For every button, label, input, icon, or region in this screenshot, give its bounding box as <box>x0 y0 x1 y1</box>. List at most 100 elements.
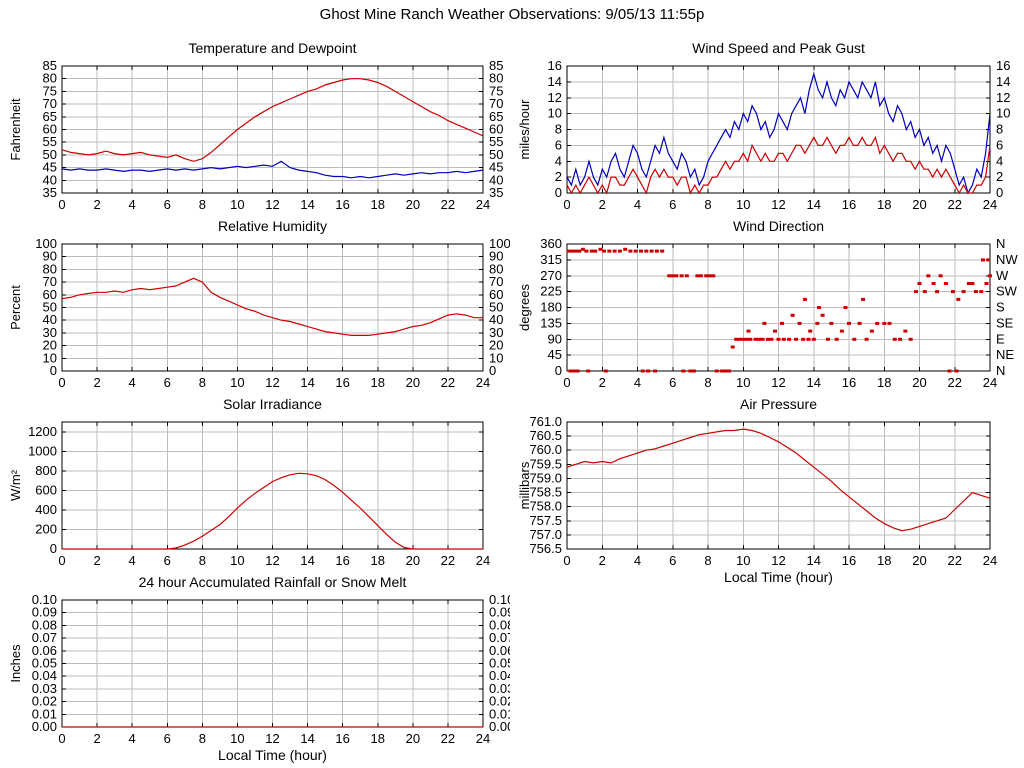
svg-text:1200: 1200 <box>28 424 57 439</box>
svg-text:0: 0 <box>996 185 1003 200</box>
svg-text:16: 16 <box>842 375 856 390</box>
chart-rainfall-snow-melt: 0246810121416182022240.000.000.010.010.0… <box>8 574 510 763</box>
svg-text:16: 16 <box>996 58 1010 73</box>
svg-text:10: 10 <box>230 731 244 746</box>
svg-text:45: 45 <box>489 160 503 175</box>
svg-text:50: 50 <box>43 147 57 162</box>
svg-text:80: 80 <box>43 71 57 86</box>
svg-text:20: 20 <box>406 197 420 212</box>
svg-text:8: 8 <box>199 197 206 212</box>
svg-text:16: 16 <box>548 58 562 73</box>
svg-text:70: 70 <box>43 96 57 111</box>
svg-text:0.00: 0.00 <box>32 719 57 734</box>
svg-text:N: N <box>996 363 1005 378</box>
svg-text:90: 90 <box>548 331 562 346</box>
svg-text:800: 800 <box>35 463 57 478</box>
svg-text:18: 18 <box>371 731 385 746</box>
svg-text:22: 22 <box>441 731 455 746</box>
svg-text:14: 14 <box>300 553 314 568</box>
svg-text:0: 0 <box>555 363 562 378</box>
svg-text:6: 6 <box>669 197 676 212</box>
svg-text:100: 100 <box>35 236 57 251</box>
svg-text:24: 24 <box>476 197 490 212</box>
svg-text:10: 10 <box>736 375 750 390</box>
svg-text:0.02: 0.02 <box>489 694 510 709</box>
svg-text:24: 24 <box>983 197 997 212</box>
svg-text:16: 16 <box>842 197 856 212</box>
svg-text:757.0: 757.0 <box>529 527 562 542</box>
svg-text:6: 6 <box>164 375 171 390</box>
svg-text:24: 24 <box>476 375 490 390</box>
svg-text:400: 400 <box>35 502 57 517</box>
svg-text:200: 200 <box>35 521 57 536</box>
svg-text:75: 75 <box>489 83 503 98</box>
svg-text:2: 2 <box>599 375 606 390</box>
svg-text:2: 2 <box>555 169 562 184</box>
svg-text:50: 50 <box>489 147 503 162</box>
svg-text:85: 85 <box>489 58 503 73</box>
svg-text:12: 12 <box>265 553 279 568</box>
svg-text:0: 0 <box>555 185 562 200</box>
svg-text:18: 18 <box>371 375 385 390</box>
svg-text:10: 10 <box>996 106 1010 121</box>
svg-text:0: 0 <box>58 197 65 212</box>
svg-text:2: 2 <box>996 169 1003 184</box>
svg-text:6: 6 <box>164 553 171 568</box>
svg-text:2: 2 <box>93 375 100 390</box>
svg-text:60: 60 <box>43 287 57 302</box>
svg-text:70: 70 <box>43 274 57 289</box>
svg-text:0.03: 0.03 <box>32 681 57 696</box>
svg-text:20: 20 <box>912 197 926 212</box>
svg-text:12: 12 <box>771 375 785 390</box>
svg-text:0: 0 <box>563 197 570 212</box>
svg-text:10: 10 <box>548 106 562 121</box>
svg-text:360: 360 <box>540 236 562 251</box>
svg-text:8: 8 <box>199 375 206 390</box>
svg-text:NE: NE <box>996 347 1014 362</box>
svg-text:180: 180 <box>540 300 562 315</box>
svg-text:16: 16 <box>335 197 349 212</box>
svg-text:Fahrenheit: Fahrenheit <box>8 98 23 161</box>
svg-text:1000: 1000 <box>28 443 57 458</box>
svg-text:4: 4 <box>129 197 136 212</box>
svg-text:0.09: 0.09 <box>32 605 57 620</box>
svg-text:24: 24 <box>476 731 490 746</box>
svg-text:0: 0 <box>58 731 65 746</box>
svg-text:Temperature and Dewpoint: Temperature and Dewpoint <box>188 40 356 56</box>
svg-text:65: 65 <box>43 109 57 124</box>
svg-text:14: 14 <box>807 375 821 390</box>
svg-text:135: 135 <box>540 315 562 330</box>
svg-text:20: 20 <box>912 375 926 390</box>
svg-text:N: N <box>996 236 1005 251</box>
svg-text:24: 24 <box>476 553 490 568</box>
svg-text:14: 14 <box>300 731 314 746</box>
svg-text:24: 24 <box>983 375 997 390</box>
svg-text:22: 22 <box>441 553 455 568</box>
svg-text:12: 12 <box>771 197 785 212</box>
svg-text:70: 70 <box>489 96 503 111</box>
svg-text:Relative Humidity: Relative Humidity <box>218 218 327 234</box>
svg-text:14: 14 <box>807 197 821 212</box>
svg-text:Percent: Percent <box>8 285 23 330</box>
svg-text:10: 10 <box>489 350 503 365</box>
svg-text:50: 50 <box>489 300 503 315</box>
svg-text:20: 20 <box>406 375 420 390</box>
svg-text:85: 85 <box>43 58 57 73</box>
svg-text:14: 14 <box>300 197 314 212</box>
svg-text:45: 45 <box>548 347 562 362</box>
svg-text:SW: SW <box>996 284 1018 299</box>
svg-text:4: 4 <box>634 553 641 568</box>
svg-text:760.0: 760.0 <box>529 442 562 457</box>
svg-text:W: W <box>996 268 1009 283</box>
svg-text:2: 2 <box>599 197 606 212</box>
svg-text:22: 22 <box>948 197 962 212</box>
page-title: Ghost Mine Ranch Weather Observations: 9… <box>319 6 705 23</box>
svg-text:0: 0 <box>50 541 57 556</box>
svg-text:60: 60 <box>43 122 57 137</box>
svg-text:758.0: 758.0 <box>529 499 562 514</box>
svg-text:16: 16 <box>842 553 856 568</box>
svg-text:8: 8 <box>704 553 711 568</box>
svg-text:10: 10 <box>43 350 57 365</box>
svg-text:22: 22 <box>441 197 455 212</box>
